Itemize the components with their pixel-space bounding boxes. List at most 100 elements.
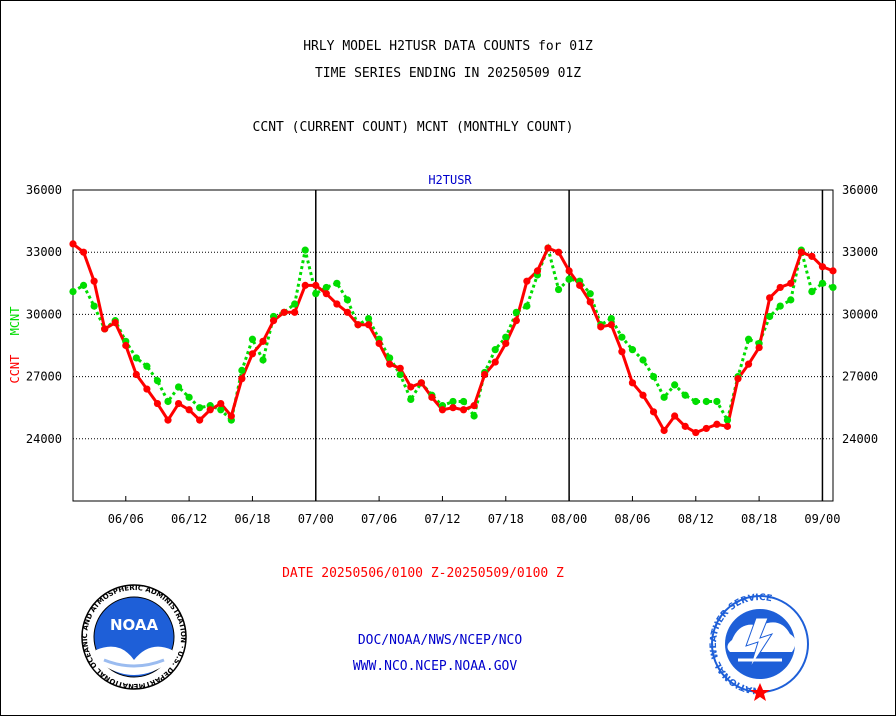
y-axis-label: CCNT MCNT [8, 306, 22, 383]
data-point-mcnt [744, 335, 753, 343]
data-point-ccnt [565, 267, 573, 275]
chart-title-line3: CCNT (CURRENT COUNT) MCNT (MONTHLY COUNT… [252, 120, 574, 135]
data-point-ccnt [766, 294, 774, 302]
y-tick-label-right: 33000 [842, 245, 878, 259]
chart-title-line1: HRLY MODEL H2TUSR DATA COUNTS for 01Z [303, 39, 593, 54]
data-point-ccnt [829, 267, 837, 275]
data-point-mcnt [713, 397, 721, 406]
data-point-ccnt [818, 263, 827, 271]
data-point-ccnt [787, 279, 795, 287]
y-tick-label-left: 27000 [26, 370, 62, 384]
data-point-ccnt [301, 281, 309, 289]
data-point-mcnt [69, 287, 77, 296]
data-point-mcnt [407, 395, 415, 404]
data-point-ccnt [206, 406, 214, 414]
data-point-mcnt [312, 290, 320, 298]
data-point-mcnt [301, 246, 309, 254]
data-point-ccnt [291, 308, 299, 316]
plot-title: H2TUSR [428, 173, 472, 187]
data-point-mcnt [702, 397, 710, 406]
y-tick-label-right: 27000 [842, 370, 878, 384]
data-point-mcnt [671, 381, 679, 389]
data-point-ccnt [174, 399, 183, 408]
data-point-ccnt [375, 339, 383, 348]
x-tick-label: 08/00 [551, 512, 587, 526]
data-point-ccnt [417, 379, 425, 387]
y-tick-label-right: 36000 [842, 183, 878, 197]
data-point-ccnt [723, 422, 732, 430]
data-point-mcnt [639, 356, 647, 364]
data-point-mcnt [554, 285, 563, 294]
doc-noaa-link[interactable]: DOC/NOAA/NWS/NCEP/NCO [357, 633, 523, 648]
data-point-ccnt [322, 290, 330, 298]
data-point-ccnt [354, 321, 362, 329]
x-tick-labels: 06/06 06/12 06/18 07/00 07/06 07/12 07/18 08/00… [108, 496, 841, 526]
y-tick-label-right: 24000 [842, 432, 878, 446]
y-tick-label-left: 24000 [26, 432, 62, 446]
x-tick-label: 09/00 [804, 512, 840, 526]
data-point-mcnt [291, 300, 299, 308]
data-point-mcnt [217, 406, 225, 414]
data-point-mcnt [681, 391, 689, 399]
data-point-mcnt [259, 356, 267, 364]
chart-title-line2: TIME SERIES ENDING IN 20250509 01Z [314, 66, 582, 81]
data-point-ccnt [407, 383, 415, 391]
data-point-ccnt [491, 358, 499, 366]
data-point-ccnt [69, 240, 77, 248]
data-point-ccnt [196, 416, 204, 424]
grid-lines [73, 189, 833, 440]
data-point-ccnt [544, 244, 552, 252]
data-point-ccnt [248, 350, 257, 358]
data-point-mcnt [248, 335, 257, 343]
data-point-ccnt [776, 283, 784, 292]
data-point-ccnt [470, 402, 478, 410]
data-point-ccnt [713, 420, 721, 428]
x-tick-label: 06/12 [171, 512, 207, 526]
data-point-mcnt [196, 404, 204, 412]
data-point-ccnt [438, 406, 447, 414]
data-point-mcnt [132, 354, 140, 362]
data-point-ccnt [576, 281, 584, 289]
data-point-mcnt [185, 393, 193, 401]
data-point-ccnt [639, 391, 647, 399]
data-point-ccnt [101, 325, 109, 333]
day-boundaries [315, 190, 824, 501]
data-point-mcnt [692, 397, 700, 406]
x-tick-label: 07/00 [298, 512, 334, 526]
x-tick-label: 07/12 [424, 512, 460, 526]
data-point-mcnt [238, 366, 246, 374]
data-point-ccnt [586, 298, 594, 306]
data-point-ccnt [692, 428, 700, 437]
data-point-mcnt [322, 283, 330, 292]
y-tick-label-left: 30000 [26, 307, 62, 321]
data-point-mcnt [364, 314, 373, 323]
x-tick-label: 07/06 [361, 512, 397, 526]
y-tick-label-left: 36000 [26, 183, 62, 197]
data-point-ccnt [333, 300, 341, 308]
data-point-ccnt [269, 317, 278, 325]
data-point-ccnt [449, 404, 457, 412]
data-point-ccnt [79, 248, 88, 256]
plot-area [72, 189, 834, 502]
data-point-ccnt [523, 277, 531, 285]
data-point-mcnt [723, 416, 732, 424]
data-point-mcnt [164, 397, 172, 406]
data-point-ccnt [143, 385, 151, 393]
nco-website-link[interactable]: WWW.NCO.NCEP.NOAA.GOV [352, 659, 518, 674]
data-point-mcnt [90, 302, 98, 310]
x-tick-label: 08/12 [678, 512, 714, 526]
data-point-ccnt [259, 337, 267, 345]
data-point-ccnt [386, 360, 394, 368]
data-point-mcnt [628, 346, 637, 354]
data-point-mcnt [586, 290, 594, 298]
data-point-mcnt [449, 397, 457, 406]
data-point-ccnt [280, 308, 288, 316]
data-point-ccnt [808, 252, 816, 260]
data-point-ccnt [343, 308, 352, 316]
series-points [69, 240, 837, 437]
data-point-mcnt [787, 296, 795, 304]
data-point-mcnt [396, 370, 404, 379]
data-point-mcnt [174, 383, 183, 391]
data-point-ccnt [396, 364, 404, 372]
